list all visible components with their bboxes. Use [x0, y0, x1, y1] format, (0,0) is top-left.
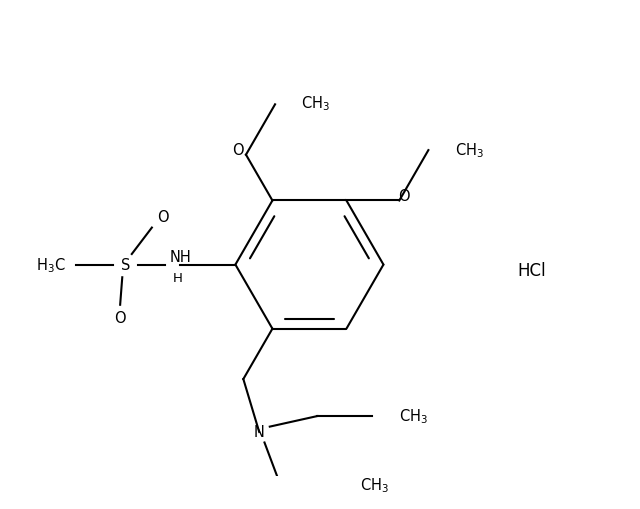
- Text: O: O: [157, 210, 168, 225]
- Text: CH$_3$: CH$_3$: [399, 407, 428, 426]
- Text: H: H: [172, 271, 182, 284]
- Text: N: N: [254, 425, 264, 440]
- Text: O: O: [115, 310, 126, 325]
- Text: H$_3$C: H$_3$C: [36, 256, 65, 274]
- Text: HCl: HCl: [517, 261, 546, 279]
- Text: NH: NH: [170, 249, 191, 264]
- Text: CH$_3$: CH$_3$: [455, 142, 484, 160]
- Text: O: O: [232, 143, 243, 158]
- Text: CH$_3$: CH$_3$: [301, 94, 330, 112]
- Text: O: O: [397, 188, 410, 203]
- Text: CH$_3$: CH$_3$: [360, 475, 388, 494]
- Text: S: S: [121, 258, 130, 272]
